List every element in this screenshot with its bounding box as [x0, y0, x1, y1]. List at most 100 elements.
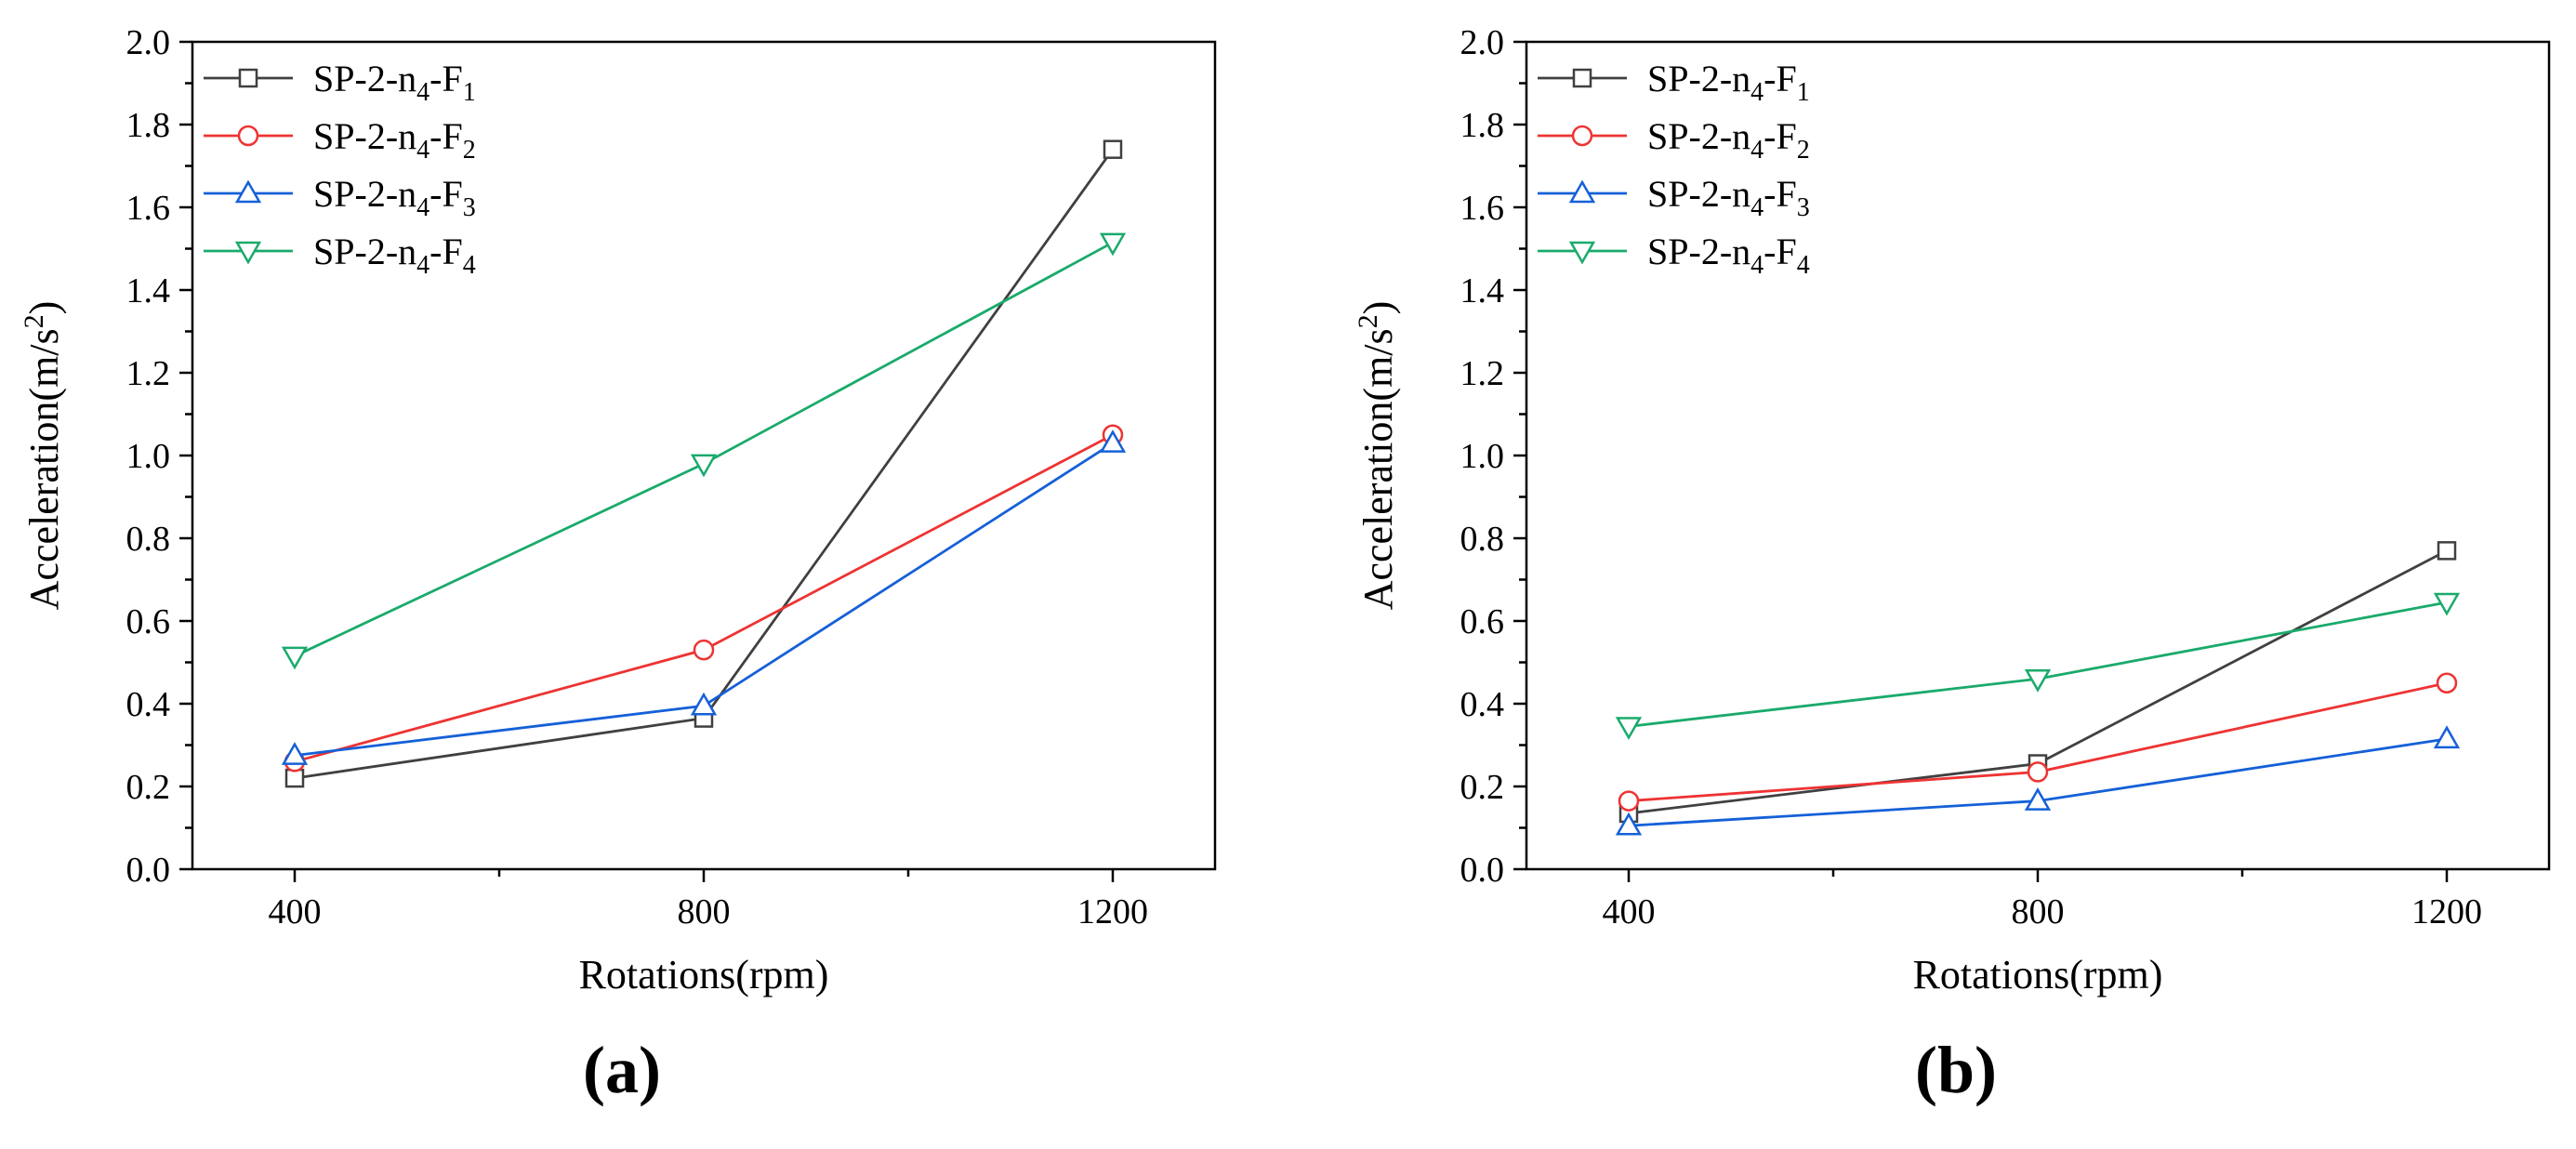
legend-label: SP-2-n4-F1	[313, 58, 476, 107]
y-tick-label: 0.4	[1460, 685, 1505, 724]
legend-label-subscript: 4	[1750, 136, 1764, 165]
series-1	[284, 139, 1123, 788]
legend-label-mid: -F	[1764, 173, 1797, 215]
legend-label-subscript: 1	[1797, 78, 1810, 107]
legend-label: SP-2-n4-F2	[1647, 115, 1810, 165]
legend-label-mid: -F	[1764, 231, 1797, 272]
y-tick-label: 0.0	[126, 851, 171, 890]
y-tick-label: 1.0	[126, 437, 171, 476]
legend-entry: SP-2-n4-F1	[204, 58, 476, 107]
chart-panel-a: 0.0 0.2 0.4 0.6 0.8 1.0 1.2 1.4 1.6 1.8 2.0 400 800 1…	[19, 23, 1217, 1107]
legend-label-subscript: 4	[1750, 193, 1764, 222]
legend-label-prefix: SP-2-n	[313, 173, 416, 215]
data-point	[693, 639, 715, 661]
legend-label-subscript: 4	[416, 136, 429, 165]
legend-marker	[238, 68, 258, 88]
legend-label: SP-2-n4-F4	[313, 231, 476, 280]
y-axis-title-base: Acceleration(m/s	[21, 328, 67, 610]
data-point	[2024, 787, 2052, 811]
legend-label-mid: -F	[429, 115, 463, 157]
y-tick-label: 2.0	[126, 23, 171, 62]
legend-label-mid: -F	[1764, 115, 1797, 157]
y-axis-title-tail: )	[1355, 301, 1401, 315]
data-point	[690, 692, 718, 716]
legend-entry: SP-2-n4-F2	[1538, 115, 1810, 165]
legend-entry: SP-2-n4-F4	[204, 231, 476, 280]
legend-label-mid: -F	[1764, 58, 1797, 99]
x-tick-label: 400	[269, 892, 322, 931]
legend-label-prefix: SP-2-n	[313, 58, 416, 99]
legend-label-mid: -F	[429, 58, 463, 99]
legend-label-prefix: SP-2-n	[1647, 231, 1750, 272]
legend-label-prefix: SP-2-n	[1647, 173, 1750, 215]
y-tick-label: 0.8	[126, 520, 171, 559]
y-tick-label: 0.2	[1460, 768, 1505, 807]
y-axis-title: Acceleration(m/s2)	[19, 301, 67, 611]
data-point	[281, 646, 309, 670]
data-point	[281, 742, 309, 765]
legend-entry: SP-2-n4-F4	[1538, 231, 1810, 280]
data-point	[1103, 139, 1123, 159]
chart-panel-b: 0.0 0.2 0.4 0.6 0.8 1.0 1.2 1.4 1.6 1.8 2.0 400 800 1…	[1353, 23, 2551, 1107]
legend-entry: SP-2-n4-F2	[204, 115, 476, 165]
x-tick-label: 1200	[2411, 892, 2482, 931]
y-tick-label: 1.4	[126, 271, 171, 310]
legend-marker	[234, 179, 262, 204]
panel-label: (a)	[583, 1033, 661, 1107]
legend-label-subscript: 4	[416, 78, 429, 107]
y-tick-label: 1.6	[126, 189, 171, 228]
legend-label-subscript: 4	[416, 193, 429, 222]
legend-label-subscript: 4	[463, 251, 476, 280]
series-3	[1615, 725, 2461, 836]
legend-marker	[1568, 241, 1596, 265]
legend-label-subscript: 4	[1750, 78, 1764, 107]
legend-marker	[1572, 68, 1592, 88]
legend-label-prefix: SP-2-n	[1647, 58, 1750, 99]
data-point	[2433, 725, 2461, 749]
legend-entry: SP-2-n4-F3	[204, 173, 476, 222]
series-3	[281, 429, 1127, 765]
x-tick-label: 800	[678, 892, 731, 931]
y-axis-title-tail: )	[21, 301, 67, 315]
x-axis-title: Rotations(rpm)	[1913, 952, 2163, 997]
y-tick-label: 2.0	[1460, 23, 1505, 62]
y-tick-label: 0.6	[1460, 602, 1505, 641]
series-4	[281, 232, 1127, 670]
data-point	[1099, 232, 1127, 257]
data-point	[2027, 761, 2049, 783]
legend-label-subscript: 4	[1750, 251, 1764, 280]
legend-label-prefix: SP-2-n	[313, 115, 416, 157]
data-point	[1099, 429, 1127, 453]
y-tick-label: 1.4	[1460, 271, 1505, 310]
legend-label-mid: -F	[429, 231, 463, 272]
y-axis-title: Acceleration(m/s2)	[1353, 301, 1401, 611]
y-axis-title-base: Acceleration(m/s	[1355, 328, 1401, 610]
legend-label: SP-2-n4-F1	[1647, 58, 1810, 107]
legend-label-subscript: 4	[1797, 251, 1810, 280]
legend-label-prefix: SP-2-n	[1647, 115, 1750, 157]
legend-label-subscript: 4	[416, 251, 429, 280]
series-2	[1618, 672, 2458, 812]
legend-label: SP-2-n4-F3	[1647, 173, 1810, 222]
x-tick-label: 1200	[1077, 892, 1148, 931]
data-point	[2433, 592, 2461, 616]
data-point	[1618, 790, 1640, 812]
y-tick-label: 0.0	[1460, 851, 1505, 890]
y-tick-label: 1.8	[1460, 106, 1505, 145]
legend-entry: SP-2-n4-F1	[1538, 58, 1810, 107]
legend-entry: SP-2-n4-F3	[1538, 173, 1810, 222]
y-tick-label: 1.2	[126, 354, 171, 393]
y-tick-label: 1.6	[1460, 189, 1505, 228]
legend-label-subscript: 2	[463, 136, 476, 165]
y-tick-label: 0.4	[126, 685, 171, 724]
legend-label-subscript: 3	[463, 193, 476, 222]
data-point	[1615, 812, 1643, 836]
data-point	[2436, 672, 2458, 693]
y-tick-label: 0.6	[126, 602, 171, 641]
legend-marker	[234, 241, 262, 265]
y-tick-label: 0.2	[126, 768, 171, 807]
y-tick-label: 0.8	[1460, 520, 1505, 559]
y-tick-label: 1.0	[1460, 437, 1505, 476]
legend-label: SP-2-n4-F4	[1647, 231, 1810, 280]
